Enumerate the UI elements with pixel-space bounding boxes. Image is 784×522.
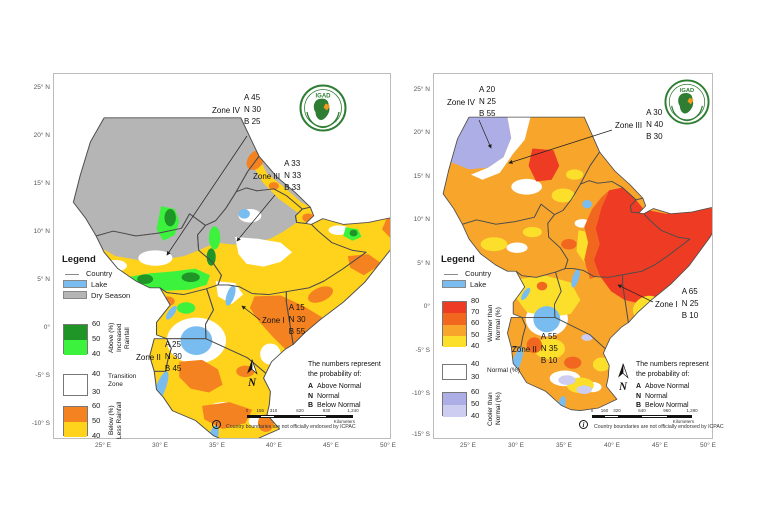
zone-ii-annotation: Zone II A 55 N 35 B 10	[512, 332, 558, 365]
temperature-x-axis: 25° E 30° E 35° E 40° E 45° E 50° E	[460, 442, 716, 449]
zone-i-annotation: Zone I A 65 N 25 B 10	[655, 287, 699, 320]
transition-zone-swatch	[63, 374, 88, 396]
temperature-map	[434, 74, 712, 438]
info-icon: i	[579, 420, 588, 429]
transition-label: Transition Zone	[108, 373, 137, 388]
zone-iii-annotation: Zone III A 30 N 40 B 30	[615, 108, 664, 141]
rainfall-y-axis: 25° N 20° N 15° N 10° N 5° N 0° -5° S -1…	[31, 84, 50, 427]
temperature-map-panel: Zone IV A 20 N 25 B 55 Zone III A 30 N 40 B …	[433, 73, 724, 439]
info-icon: i	[212, 420, 221, 429]
warmer-ramp-label: Warmer than Normal (%)	[487, 304, 502, 343]
cooler-ramp-label: Cooler than Normal (%)	[487, 392, 502, 426]
legend-title: Legend	[62, 254, 96, 265]
scale-bar: 0 155 310 620 930 1,240 Kilometers	[245, 408, 359, 424]
rainfall-map-panel: Zone IV A 45 N 30 B 25 Zone III A 33 N 33 B …	[53, 73, 391, 440]
probability-note: The numbers represent the probability of…	[636, 361, 709, 409]
zone-i-annotation: Zone I A 15 N 30 B 55	[262, 303, 306, 336]
scale-bar: 0 160 320 640 960 1,280 Kilometers	[590, 408, 698, 424]
dry-season-swatch	[63, 291, 87, 299]
boundary-disclaimer: Country boundaries are not officially en…	[226, 424, 356, 430]
rainfall-legend: Legend Country Lake Dry Season 60 50 40 …	[62, 254, 137, 440]
svg-text:IGAD: IGAD	[680, 88, 694, 94]
probability-note: The numbers represent the probability of…	[308, 361, 381, 409]
temperature-y-axis: 25° N 20° N 15° N 10° N 5° N 0° -5° S -1…	[411, 86, 430, 438]
temperature-legend: Legend Country Lake 80 70 60 50 40 Warme…	[439, 254, 571, 438]
zone-iv-annotation: Zone IV A 45 N 30 B 25	[212, 93, 261, 126]
zone-iii-annotation: Zone III A 33 N 33 B 33	[253, 159, 302, 192]
legend-title: Legend	[441, 254, 475, 265]
zone-iv-annotation: Zone IV A 20 N 25 B 55	[447, 85, 496, 118]
country-line-swatch	[444, 274, 458, 275]
north-arrow: N	[247, 359, 258, 389]
cooler-ramp	[442, 392, 467, 417]
warmer-ramp	[442, 301, 467, 347]
north-arrow: N	[618, 363, 629, 393]
below-ramp-label: Below (%) Less Rainfall	[108, 401, 123, 439]
svg-text:IGAD: IGAD	[316, 94, 332, 100]
igad-logo: IGAD	[664, 79, 710, 125]
igad-logo: IGAD	[299, 84, 347, 132]
boundary-disclaimer: Country boundaries are not officially en…	[594, 424, 724, 430]
below-normal-ramp	[63, 406, 88, 437]
zone-ii-annotation: Zone II A 25 N 30 B 45	[136, 340, 182, 373]
above-ramp-label: Above (%) Increased Rainfall	[108, 322, 131, 354]
above-normal-ramp	[63, 324, 88, 355]
lake-swatch	[442, 280, 466, 288]
normal-label: Normal (%)	[487, 367, 520, 374]
svg-text:N: N	[247, 377, 257, 389]
lake-swatch	[63, 280, 87, 288]
rainfall-x-axis: 25° E 30° E 35° E 40° E 45° E 50° E	[95, 442, 396, 449]
normal-swatch	[442, 364, 467, 380]
svg-text:N: N	[618, 381, 628, 393]
country-line-swatch	[65, 274, 79, 275]
